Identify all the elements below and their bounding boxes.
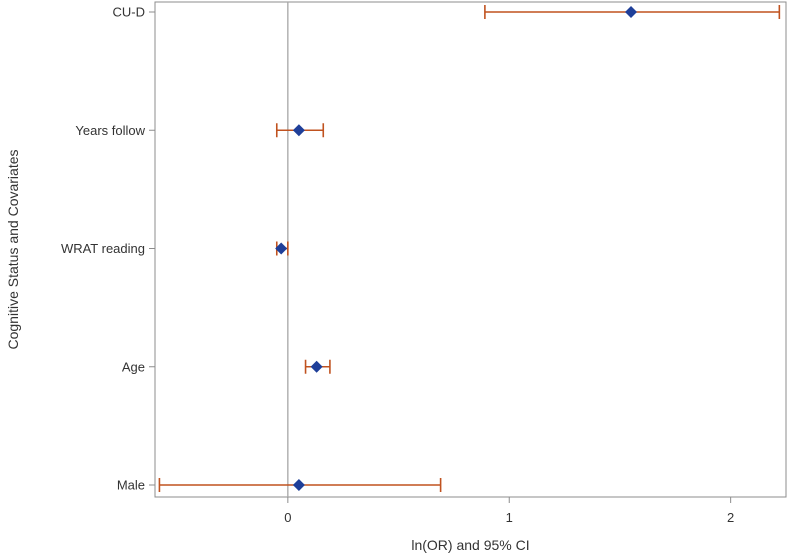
estimate-row: WRAT reading — [61, 241, 289, 256]
x-tick-label: 2 — [727, 510, 734, 525]
y-axis-label: Cognitive Status and Covariates — [5, 150, 21, 350]
estimate-marker — [292, 479, 305, 491]
estimate-marker — [310, 360, 323, 373]
y-tick-label: Years follow — [75, 123, 145, 138]
estimate-marker — [275, 242, 288, 255]
estimate-row: CU-D — [113, 5, 781, 20]
y-tick-label: Male — [117, 478, 145, 493]
y-tick-label: WRAT reading — [61, 241, 145, 256]
x-axis-ticks: 0 1 2 — [284, 497, 734, 525]
estimate-marker — [292, 124, 305, 137]
y-tick-label: CU-D — [113, 5, 146, 20]
estimate-row: Years follow — [75, 123, 325, 138]
x-axis-label: ln(OR) and 95% CI — [411, 537, 529, 553]
estimate-rows: CU-D Years follow WRAT reading Age Male — [61, 5, 781, 493]
estimate-row: Male — [117, 478, 442, 493]
x-tick-label: 1 — [506, 510, 513, 525]
plot-frame — [154, 1, 787, 498]
y-tick-label: Age — [122, 359, 145, 374]
estimate-row: Age — [122, 359, 331, 374]
x-tick-label: 0 — [284, 510, 291, 525]
estimate-marker — [625, 6, 638, 18]
